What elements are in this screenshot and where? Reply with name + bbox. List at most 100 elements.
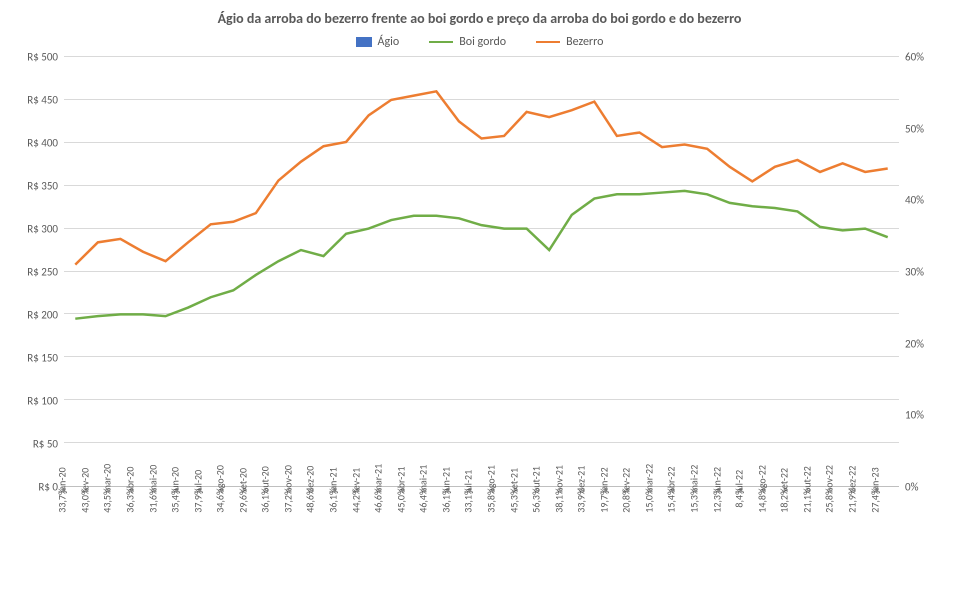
x-tick: jan-22 [606,489,629,547]
bezerro-line [75,91,887,264]
x-tick: jan-23 [876,489,899,547]
x-tick: abr-21 [402,489,425,547]
x-tick-label: fev-22 [620,468,633,493]
x-tick: ago-21 [493,489,516,547]
x-tick: set-20 [245,489,268,547]
x-tick: jul-22 [741,489,764,547]
y-left-tick: R$ 350 [10,180,62,193]
bezerro-swatch [536,41,560,43]
x-tick: mai-22 [696,489,719,547]
x-tick-label: fev-21 [349,468,362,493]
x-tick: jul-20 [199,489,222,547]
y-left-tick: R$ 400 [10,137,62,150]
x-tick: mar-20 [109,489,132,547]
x-tick-label: nov-22 [823,465,836,493]
x-tick: mai-21 [425,489,448,547]
x-tick-label: dez-22 [845,466,858,493]
x-tick: jan-21 [335,489,358,547]
x-tick-label: jan-23 [868,467,881,493]
x-tick: dez-22 [854,489,877,547]
x-tick: nov-20 [290,489,313,547]
x-tick: mar-22 [651,489,674,547]
x-tick-label: nov-21 [552,465,565,493]
x-tick: abr-20 [132,489,155,547]
y-left-tick: R$ 300 [10,223,62,236]
legend-item-line1: Boi gordo [429,35,506,49]
x-tick-label: jan-20 [56,467,69,493]
legend-item-line2: Bezerro [536,35,603,49]
x-tick: jul-21 [470,489,493,547]
y-axis-right: 0%10%20%30%40%50%60% [901,57,949,487]
x-tick-label: jun-20 [169,467,182,493]
y-left-tick: R$ 100 [10,395,62,408]
y-left-tick: R$ 450 [10,94,62,107]
x-tick-label: abr-22 [665,467,678,493]
chart-container: Ágio da arroba do bezerro frente ao boi … [10,10,949,582]
y-left-tick: R$ 200 [10,309,62,322]
y-axis-left: R$ 0R$ 50R$ 100R$ 150R$ 200R$ 250R$ 300R… [10,57,62,487]
x-tick-label: dez-20 [304,466,317,493]
agio-swatch [356,37,372,47]
legend: Ágio Boi gordo Bezerro [10,35,949,49]
x-tick-label: mar-21 [372,464,385,493]
x-tick: dez-21 [583,489,606,547]
y-left-tick: R$ 0 [10,481,62,494]
chart-title: Ágio da arroba do bezerro frente ao boi … [10,10,949,27]
x-tick-label: abr-21 [394,467,407,493]
x-tick-label: set-21 [507,468,520,493]
x-tick-label: ago-21 [484,465,497,493]
x-tick-label: out-22 [800,466,813,493]
x-tick-label: out-20 [259,466,272,493]
lines-svg [64,57,899,486]
x-tick: fev-20 [87,489,110,547]
x-tick: jun-21 [448,489,471,547]
boi-gordo-swatch [429,41,453,43]
x-tick: mai-20 [154,489,177,547]
x-tick: set-21 [515,489,538,547]
y-left-tick: R$ 250 [10,266,62,279]
x-tick-label: mai-20 [146,465,159,493]
x-tick-label: jul-20 [191,470,204,493]
x-tick: nov-22 [831,489,854,547]
x-tick-label: set-22 [778,468,791,493]
plot-area: 33,7%43,0%43,5%36,3%31,6%35,4%37,9%34,6%… [64,57,899,487]
x-tick-label: set-20 [236,468,249,493]
x-tick: abr-22 [673,489,696,547]
y-left-tick: R$ 50 [10,438,62,451]
x-tick-label: jun-22 [710,467,723,493]
x-tick: out-21 [538,489,561,547]
x-tick: set-22 [786,489,809,547]
x-tick: mar-21 [380,489,403,547]
legend-label-line1: Boi gordo [459,35,506,49]
legend-item-bar: Ágio [356,35,400,49]
x-tick-label: out-21 [530,466,543,493]
x-tick: ago-20 [222,489,245,547]
x-tick-label: mar-20 [101,464,114,493]
x-tick: out-22 [809,489,832,547]
x-tick: nov-21 [560,489,583,547]
x-tick-label: fev-20 [78,468,91,493]
x-tick-label: mai-22 [688,465,701,493]
y-left-tick: R$ 500 [10,51,62,64]
y-right-tick: 0% [901,481,949,494]
x-tick-label: ago-22 [755,465,768,493]
x-tick-label: ago-20 [214,465,227,493]
x-tick: dez-20 [312,489,335,547]
y-right-tick: 50% [901,122,949,135]
x-tick-label: dez-21 [575,466,588,493]
x-tick: out-20 [267,489,290,547]
boi-gordo-line [75,191,887,319]
x-tick: fev-21 [357,489,380,547]
x-tick: fev-22 [628,489,651,547]
plot: R$ 0R$ 50R$ 100R$ 150R$ 200R$ 250R$ 300R… [10,57,949,547]
x-tick-label: mai-21 [417,465,430,493]
x-tick: ago-22 [763,489,786,547]
x-tick-label: abr-20 [123,467,136,493]
x-tick: jun-22 [718,489,741,547]
x-tick-label: jun-21 [439,467,452,493]
x-tick-label: jul-22 [733,470,746,493]
x-tick: jun-20 [177,489,200,547]
x-tick-label: jan-22 [597,467,610,493]
x-axis: jan-20fev-20mar-20abr-20mai-20jun-20jul-… [64,489,899,547]
legend-label-bar: Ágio [378,35,400,49]
